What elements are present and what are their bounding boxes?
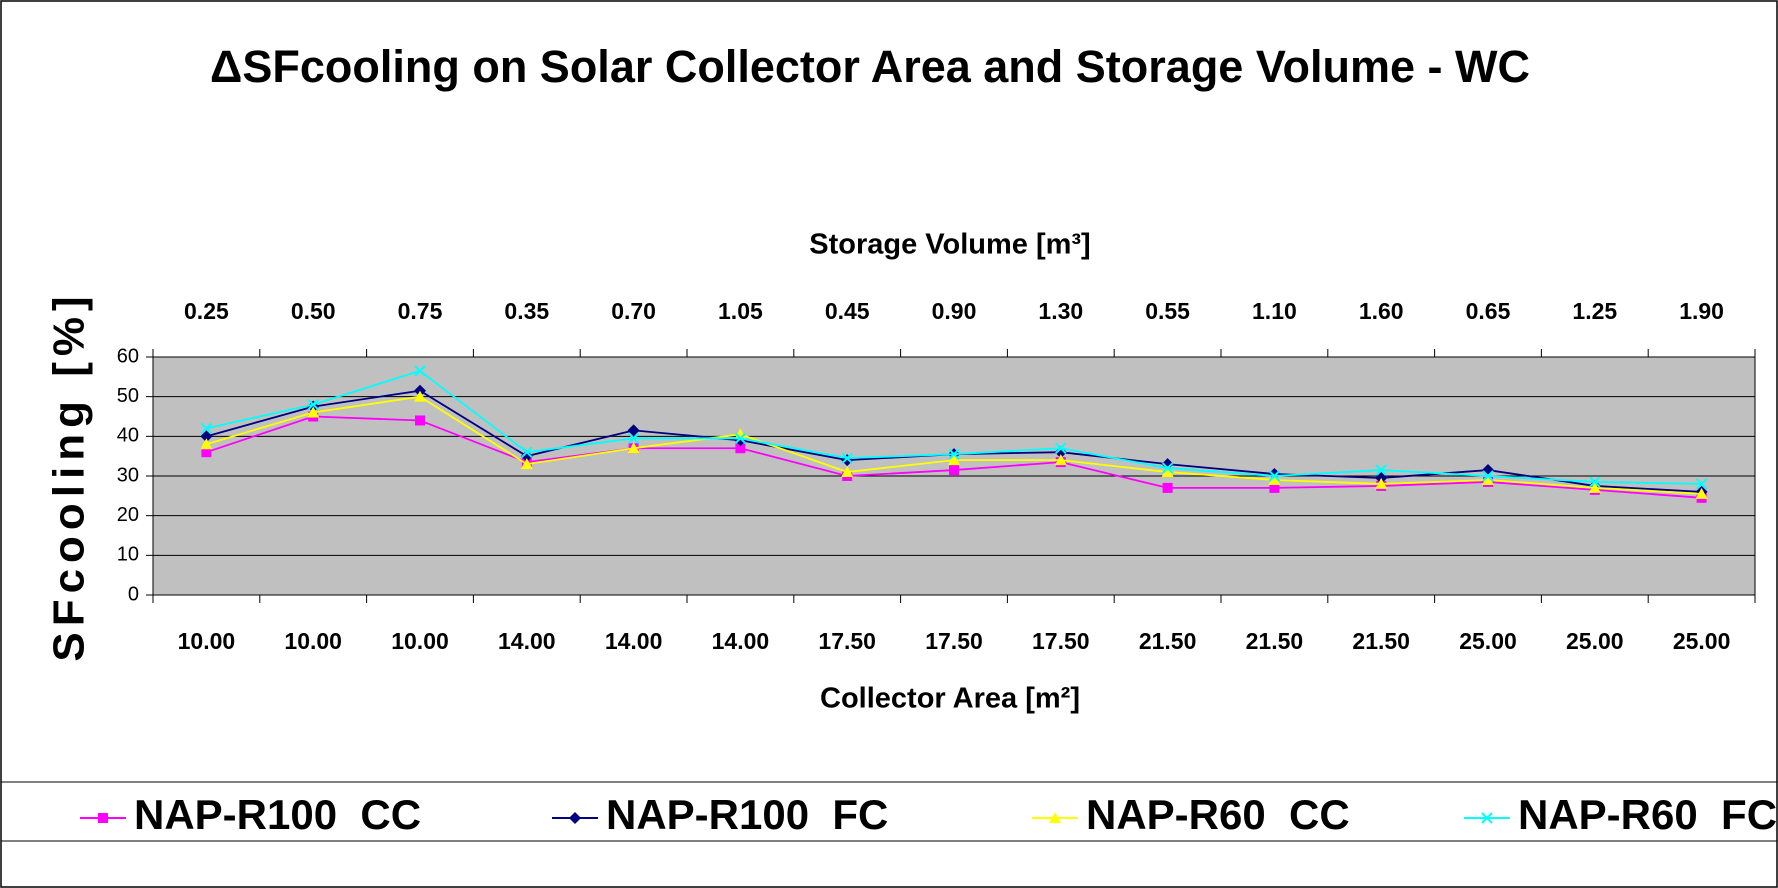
marker [414,390,426,402]
marker [841,452,853,464]
marker [1054,454,1067,466]
marker [1268,473,1281,485]
marker [1588,481,1601,493]
y-tick-label: 10 [117,544,139,566]
x2-tick-label: 0.35 [504,298,549,324]
x-tick-label: 14.00 [498,628,556,654]
marker [948,454,960,466]
x-tick-label: 25.00 [1566,628,1624,654]
x-tick-label: 14.00 [712,628,770,654]
legend-label: NAP-R100 FC [606,791,888,838]
marker [1589,476,1601,488]
y-tick-label: 40 [117,425,139,447]
marker [200,430,213,443]
x2-axis-title: Storage Volume [m³] [809,229,1090,261]
x-tick-label: 14.00 [605,628,663,654]
y-tick-label: 50 [117,385,139,407]
marker [949,465,959,476]
marker [1481,812,1493,824]
x-tick-label: 10.00 [178,628,236,654]
x2-tick-label: 0.55 [1145,298,1190,324]
x-axis-title: Collector Area [m²] [820,683,1080,715]
marker [1055,442,1067,454]
x2-tick-label: 0.70 [611,298,656,324]
marker [735,443,746,454]
marker [1695,487,1708,499]
marker [307,406,320,418]
y-tick-label: 0 [128,583,139,605]
x2-tick-label: 0.65 [1466,298,1511,324]
marker [1269,482,1280,493]
marker [521,446,533,458]
chart-title: ΔSFcooling on Solar Collector Area and S… [210,41,1530,92]
marker [734,432,747,445]
marker [307,398,319,411]
marker [627,432,640,445]
marker [1482,470,1494,482]
x2-tick-label: 0.90 [932,298,977,324]
x2-tick-label: 1.05 [718,298,763,324]
legend-label: NAP-R60 CC [1086,791,1350,838]
x-tick-label: 17.50 [1032,628,1090,654]
x-tick-label: 17.50 [818,628,876,654]
x2-tick-label: 0.25 [184,298,229,324]
x2-tick-label: 1.60 [1359,298,1404,324]
x-tick-label: 21.50 [1246,628,1304,654]
x-tick-label: 25.00 [1673,628,1731,654]
marker [627,424,640,437]
marker [414,365,426,377]
marker [520,458,533,470]
marker [1375,464,1387,476]
y-tick-label: 20 [117,504,139,526]
x2-tick-label: 1.90 [1679,298,1724,324]
marker [948,448,960,460]
x-tick-label: 25.00 [1459,628,1517,654]
marker [627,442,640,454]
x2-tick-label: 0.50 [291,298,336,324]
marker [1375,477,1388,489]
marker [200,438,213,450]
marker [1268,470,1281,482]
x-tick-label: 10.00 [391,628,449,654]
x2-tick-label: 0.45 [825,298,870,324]
x-tick-label: 10.00 [284,628,342,654]
marker [1161,462,1174,474]
marker [1049,812,1061,823]
marker [98,813,108,823]
marker [201,447,212,458]
x2-tick-label: 0.75 [398,298,443,324]
x-tick-label: 21.50 [1139,628,1197,654]
x2-tick-label: 1.10 [1252,298,1297,324]
legend-label: NAP-R60 FC [1518,791,1777,838]
marker [1482,473,1494,485]
x-tick-label: 21.50 [1352,628,1410,654]
x-tick-label: 17.50 [925,628,983,654]
legend-label: NAP-R100 CC [134,791,421,838]
y-tick-label: 60 [117,345,139,367]
marker [1695,478,1708,490]
marker [1161,466,1174,478]
x2-tick-label: 1.25 [1572,298,1617,324]
marker [415,415,425,426]
marker [841,466,854,478]
marker [1162,482,1173,493]
marker [569,812,581,824]
marker [520,450,533,463]
x2-tick-label: 1.30 [1038,298,1083,324]
y-tick-label: 30 [117,464,139,486]
y-axis-title: SFcooling [%] [45,290,94,661]
marker [200,422,213,435]
